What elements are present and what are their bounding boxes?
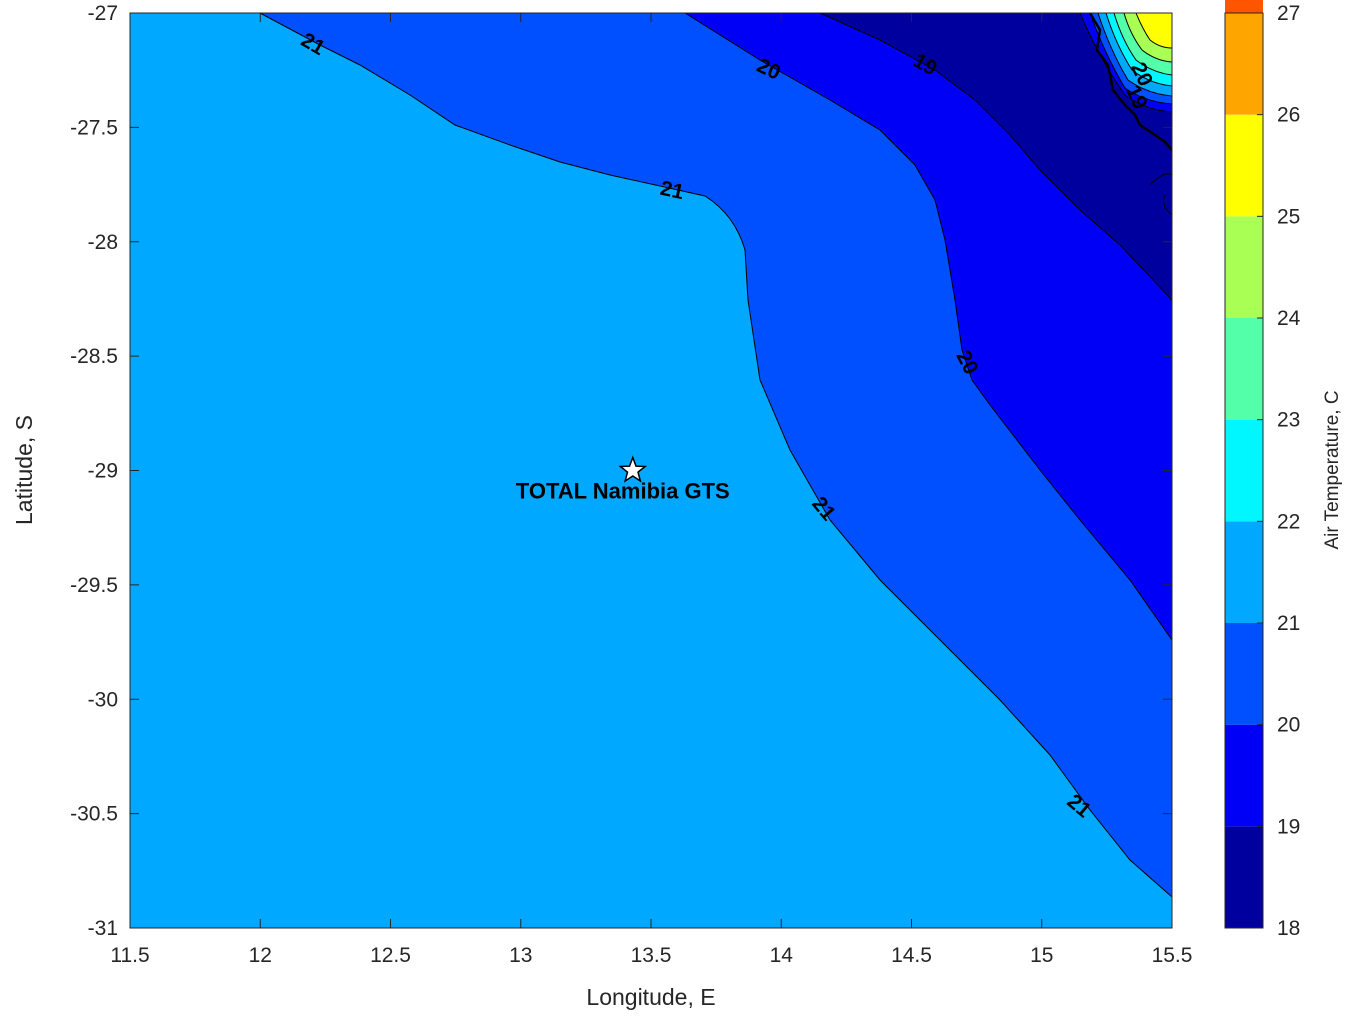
x-tick-label: 12 [249,944,272,967]
x-tick-label: 14 [770,944,794,967]
y-axis-label: Latitude, S [11,415,37,525]
colorbar-segment [1225,724,1263,827]
colorbar-tick-label: 26 [1277,104,1300,127]
colorbar-tick-label: 18 [1277,917,1300,940]
x-tick-label: 14.5 [891,944,932,967]
y-tick-label: -27 [88,2,118,25]
station-label: TOTAL Namibia GTS [516,479,730,504]
colorbar-segment [1225,13,1263,115]
y-tick-label: -30.5 [70,803,118,826]
y-tick-label: -28 [88,231,118,254]
colorbar-segment [1225,318,1263,420]
colorbar: 18 19 20 21 22 23 24 25 26 27 [1224,0,1301,940]
x-tick-label: 15 [1030,944,1053,967]
colorbar-segment [1225,216,1263,318]
x-tick-label: 12.5 [370,944,411,967]
y-tick-label: -29.5 [70,574,118,597]
colorbar-segment [1225,826,1263,928]
colorbar-label: Air Temperature, C [1322,390,1343,549]
colorbar-tick-label: 25 [1277,205,1300,228]
x-tick-label: 15.5 [1152,944,1193,967]
station-star-icon [618,455,648,483]
band-18-19 [819,13,1172,301]
contour-line-inner [1149,173,1172,216]
colorbar-tick-label: 20 [1277,714,1300,737]
y-tick-label: -31 [88,917,118,940]
colorbar-tick-label: 22 [1277,510,1300,533]
colorbar-segment [1225,521,1263,623]
colorbar-tick-label: 19 [1277,815,1300,838]
y-tick-label: -29 [88,460,118,483]
y-tick-label: -28.5 [70,345,118,368]
colorbar-tick-label: 27 [1277,2,1300,25]
contour-label: 21 [658,177,686,204]
colorbar-tick-label: 24 [1277,307,1301,330]
colorbar-segment [1225,623,1263,725]
warm-blob [1079,13,1172,151]
x-tick-label: 13 [509,944,532,967]
y-tick-label: -30 [88,688,118,711]
colorbar-segment [1225,114,1263,217]
colorbar-frame [1224,12,1264,929]
colorbar-tick-label: 23 [1277,409,1300,432]
colorbar-segment [1225,0,1263,13]
x-tick-label: 13.5 [631,944,672,967]
y-tick-label: -27.5 [70,116,118,139]
colorbar-tick-label: 21 [1277,612,1300,635]
x-axis-label: Longitude, E [586,984,715,1010]
x-tick-label: 11.5 [110,944,149,967]
colorbar-segment [1225,419,1263,522]
